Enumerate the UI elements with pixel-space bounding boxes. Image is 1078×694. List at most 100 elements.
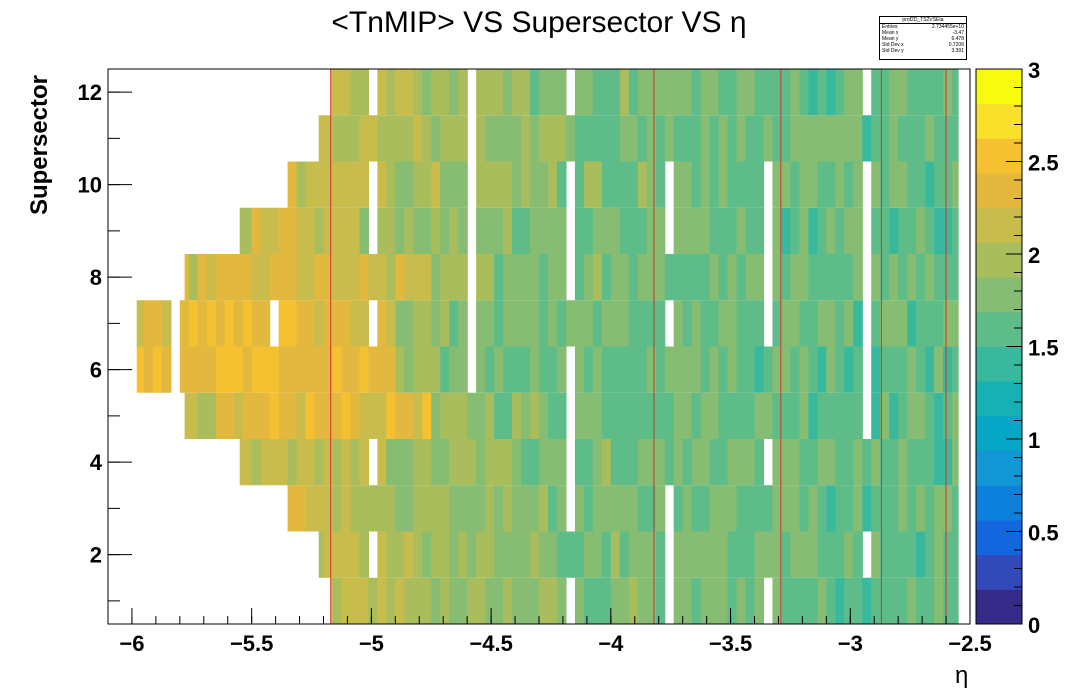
heatmap-cell	[512, 485, 522, 532]
heatmap-cell	[377, 485, 387, 532]
heatmap-cell	[530, 300, 540, 347]
heatmap-cell	[296, 207, 307, 254]
heatmap-cell	[476, 115, 486, 162]
y-tick-label: 12	[78, 80, 102, 105]
heatmap-cell	[718, 439, 729, 486]
heatmap-cell	[943, 439, 953, 486]
heatmap-cell	[817, 577, 827, 624]
heatmap-cell	[476, 531, 486, 578]
heatmap-cell	[790, 577, 800, 624]
heatmap-cell	[395, 161, 405, 208]
heatmap-cell	[368, 392, 378, 439]
heatmap-cell	[233, 254, 244, 301]
heatmap-cell	[574, 392, 585, 439]
heatmap-cell	[853, 69, 863, 116]
heatmap-cell	[476, 69, 486, 116]
heatmap-cell	[287, 254, 298, 301]
heatmap-cell	[916, 115, 926, 162]
heatmap-cell	[233, 346, 244, 393]
heatmap-cell	[790, 531, 800, 578]
heatmap-cell	[359, 392, 369, 439]
heatmap-cell	[512, 577, 522, 624]
heatmap-cell	[592, 207, 603, 254]
heatmap-cell	[574, 161, 585, 208]
heatmap-cell	[871, 115, 881, 162]
heatmap-cell	[718, 207, 729, 254]
heatmap-cell	[556, 485, 567, 532]
heatmap-cell	[242, 207, 253, 254]
heatmap-cell	[826, 577, 836, 624]
heatmap-cell	[305, 392, 316, 439]
heatmap-cell	[862, 577, 872, 624]
heatmap-cell	[646, 346, 657, 393]
heatmap-cell	[395, 577, 405, 624]
heatmap-cell	[539, 207, 549, 254]
heatmap-cell	[395, 392, 405, 439]
heatmap-cell	[440, 439, 450, 486]
heatmap-cell	[610, 207, 621, 254]
heatmap-cell	[835, 161, 845, 208]
heatmap-cell	[736, 439, 747, 486]
heatmap-cell	[350, 161, 361, 208]
heatmap-cell	[206, 254, 217, 301]
heatmap-cell	[269, 346, 280, 393]
heatmap-cell	[341, 485, 352, 532]
heatmap-cell	[188, 300, 199, 347]
heatmap-cell	[673, 300, 684, 347]
heatmap-cell	[736, 115, 747, 162]
heatmap-cell	[655, 161, 666, 208]
heatmap-cell	[889, 577, 899, 624]
heatmap-cell	[476, 254, 486, 301]
heatmap-cell	[215, 254, 226, 301]
heatmap-cell	[718, 531, 729, 578]
heatmap-cell	[449, 115, 459, 162]
heatmap-cell	[296, 254, 307, 301]
heatmap-cell	[521, 161, 531, 208]
heatmap-cell	[431, 485, 441, 532]
heatmap-cell	[898, 531, 908, 578]
heatmap-cell	[799, 300, 809, 347]
heatmap-cell	[574, 254, 585, 301]
heatmap-cell	[898, 346, 908, 393]
heatmap-cell	[916, 485, 926, 532]
heatmap-cell	[871, 577, 881, 624]
heatmap-cell	[763, 485, 774, 532]
heatmap-cell	[260, 346, 271, 393]
heatmap-cell	[673, 531, 684, 578]
heatmap-cell	[691, 531, 702, 578]
heatmap-cell	[583, 254, 594, 301]
heatmap-cell	[368, 115, 378, 162]
heatmap-cell	[224, 300, 235, 347]
heatmap-cell	[386, 392, 396, 439]
heatmap-cell	[583, 577, 594, 624]
heatmap-cell	[601, 531, 612, 578]
heatmap-cell	[619, 531, 630, 578]
heatmap-cell	[494, 161, 504, 208]
heatmap-cell	[440, 577, 450, 624]
heatmap-cell	[745, 115, 756, 162]
heatmap-cell	[318, 115, 325, 162]
colorbar-band	[976, 311, 1022, 347]
heatmap-cell	[458, 485, 468, 532]
heatmap-cell	[206, 346, 217, 393]
heatmap-cell	[521, 254, 531, 301]
heatmap-cell	[754, 161, 765, 208]
heatmap-cell	[925, 300, 935, 347]
heatmap-cell	[251, 439, 262, 486]
colorbar-tick-label: 2	[1028, 243, 1040, 268]
heatmap-cell	[521, 207, 531, 254]
heatmap-cell	[745, 392, 756, 439]
heatmap-cell	[494, 115, 504, 162]
heatmap-cell	[323, 346, 334, 393]
heatmap-cell	[503, 300, 513, 347]
heatmap-cell	[547, 115, 558, 162]
heatmap-cell	[790, 115, 800, 162]
heatmap-cell	[763, 392, 774, 439]
heatmap-cell	[916, 531, 926, 578]
heatmap-cell	[943, 254, 953, 301]
heatmap-cell	[817, 485, 827, 532]
heatmap-cell	[377, 69, 387, 116]
heatmap-cell	[512, 254, 522, 301]
heatmap-cell	[404, 115, 414, 162]
heatmap-cell	[188, 392, 199, 439]
